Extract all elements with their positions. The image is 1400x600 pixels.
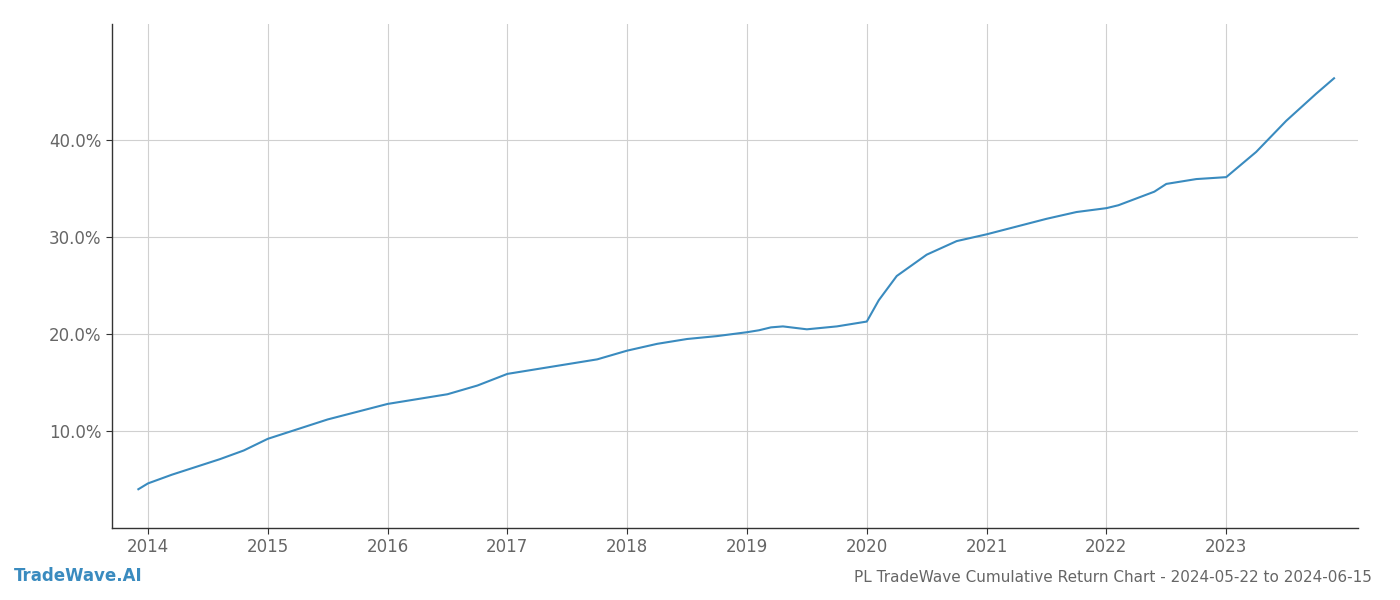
- Text: TradeWave.AI: TradeWave.AI: [14, 567, 143, 585]
- Text: PL TradeWave Cumulative Return Chart - 2024-05-22 to 2024-06-15: PL TradeWave Cumulative Return Chart - 2…: [854, 570, 1372, 585]
